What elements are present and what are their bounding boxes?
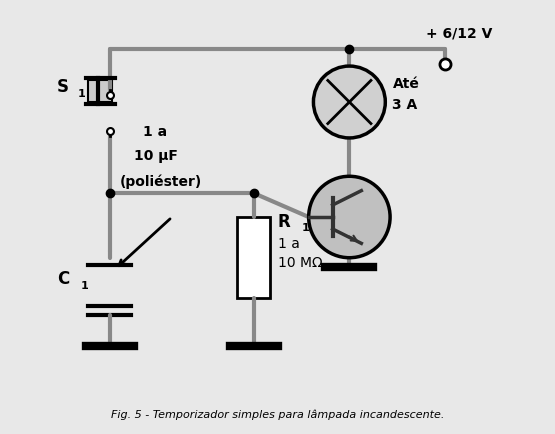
Text: 1 a: 1 a (278, 237, 299, 251)
Text: 10 MΩ: 10 MΩ (278, 256, 322, 270)
FancyBboxPatch shape (237, 217, 270, 299)
Text: 1: 1 (301, 224, 309, 233)
Text: 1: 1 (77, 89, 85, 99)
Text: C: C (57, 270, 69, 288)
Circle shape (309, 176, 390, 258)
Text: 1: 1 (81, 281, 89, 291)
FancyBboxPatch shape (88, 80, 112, 102)
Text: + 6/12 V: + 6/12 V (426, 26, 492, 40)
Text: S: S (57, 79, 69, 96)
Text: 1 a: 1 a (143, 125, 168, 138)
Text: (poliéster): (poliéster) (119, 174, 201, 189)
Circle shape (314, 66, 385, 138)
Text: 10 μF: 10 μF (134, 148, 178, 162)
Text: Até: Até (392, 77, 420, 91)
Text: 3 A: 3 A (392, 98, 418, 112)
Text: R: R (278, 213, 290, 230)
Text: Fig. 5 - Temporizador simples para lâmpada incandescente.: Fig. 5 - Temporizador simples para lâmpa… (111, 410, 444, 420)
